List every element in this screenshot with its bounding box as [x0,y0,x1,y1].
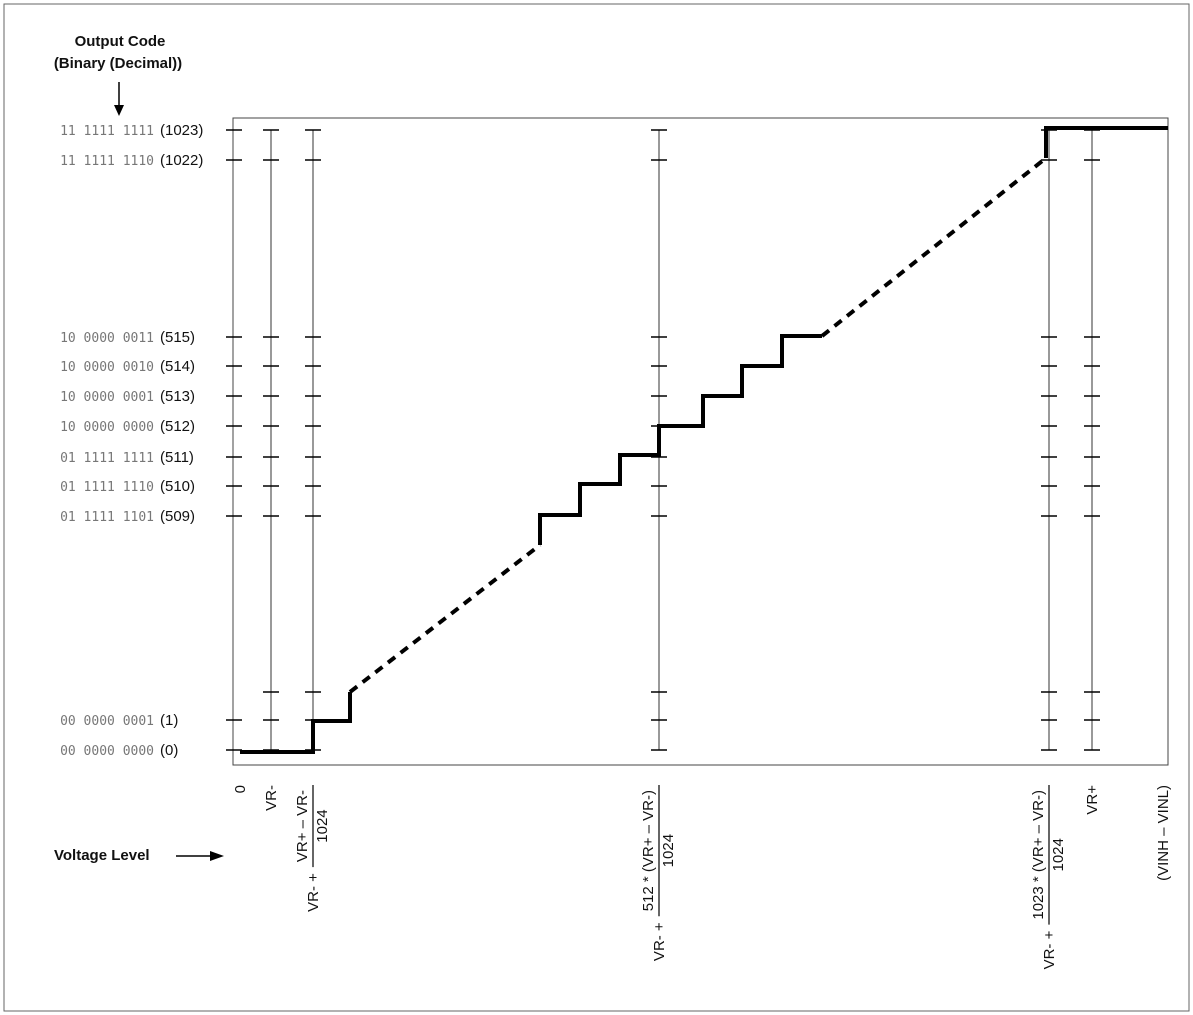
decimal-code: (512) [160,418,195,435]
denominator: 1024 [660,834,677,867]
step-line [240,692,352,754]
denominator: 1024 [1050,838,1067,871]
voltage-label: Voltage Level [54,847,150,864]
voltage-level: 1023 * (VR+ – VR-) 1024 VR- + [1030,785,1067,969]
binary-code: 10 0000 0011 [60,331,154,346]
dashed-segment [348,543,542,694]
decimal-code: (513) [160,388,195,405]
binary-code: 01 1111 1111 [60,451,154,466]
binary-code: 01 1111 1110 [60,480,154,495]
numerator: 1023 * (VR+ – VR-) [1030,790,1047,920]
voltage-level: VR+ [1084,785,1101,815]
arrow-head [114,105,124,116]
binary-code: 10 0000 0000 [60,420,154,435]
decimal-code: (0) [160,742,178,759]
prefix: VR- + [305,873,322,912]
voltage-level: VR+ – VR- 1024 VR- + [294,785,331,912]
voltage-level: 512 * (VR+ – VR-) 1024 VR- + [640,785,677,961]
voltage-level: VR- [263,785,280,811]
binary-code: 00 0000 0001 [60,714,154,729]
decimal-code: (510) [160,478,195,495]
voltage-text: 0 [232,785,249,793]
voltage-text: VR+ [1084,785,1101,815]
decimal-code: (509) [160,508,195,525]
prefix: VR- + [1041,930,1058,969]
voltage-level: 0 [232,785,249,793]
decimal-code: (515) [160,329,195,346]
decimal-code: (511) [160,449,194,466]
denominator: 1024 [314,809,331,842]
transfer-curve [240,126,1168,754]
step-line [538,334,822,545]
binary-code: 00 0000 0000 [60,744,154,759]
binary-code: 11 1111 1111 [60,124,154,139]
step-line [1044,126,1168,158]
binary-code: 01 1111 1101 [60,510,154,525]
voltage-level: (VINH – VINL) [1155,785,1172,881]
decimal-code: (1023) [160,122,203,139]
frame [3,3,1190,1012]
plot-frame [232,117,1169,766]
title: Output Code [75,33,166,50]
decimal-code: (1022) [160,152,203,169]
numerator: 512 * (VR+ – VR-) [640,790,657,911]
voltage-text: (VINH – VINL) [1155,785,1172,881]
decimal-code: (514) [160,358,195,375]
decimal-code: (1) [160,712,178,729]
binary-code: 10 0000 0001 [60,390,154,405]
binary-code: 10 0000 0010 [60,360,154,375]
voltage-text: VR- [263,785,280,811]
dashed-segment [820,156,1048,338]
numerator: VR+ – VR- [294,790,311,862]
binary-code: 11 1111 1110 [60,154,154,169]
arrow-head [210,851,224,861]
prefix: VR- + [651,922,668,961]
subtitle: (Binary (Decimal)) [54,55,182,72]
